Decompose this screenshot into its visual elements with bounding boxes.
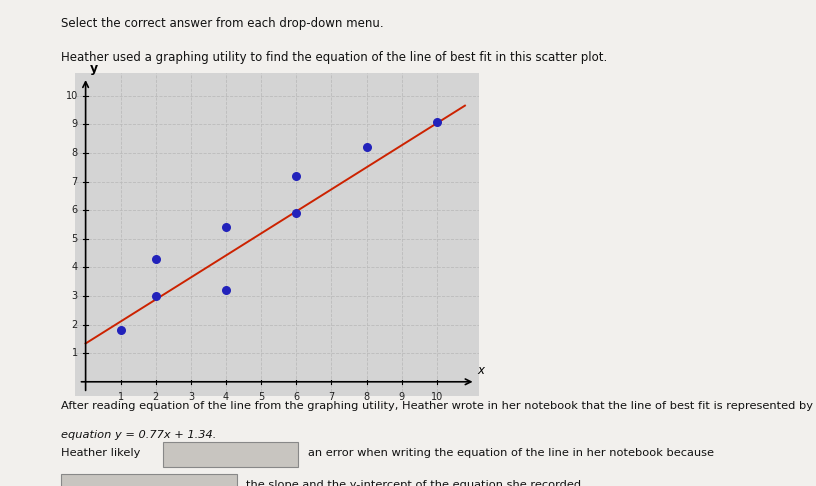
Point: [430, 118, 443, 125]
Text: 8: 8: [364, 392, 370, 402]
Text: y: y: [90, 62, 98, 75]
Text: 6: 6: [72, 205, 78, 215]
Point: [290, 209, 303, 217]
Text: 4: 4: [72, 262, 78, 272]
Text: Select the correct answer from each drop-down menu.: Select the correct answer from each drop…: [61, 17, 384, 30]
Point: [149, 255, 162, 263]
Text: 6: 6: [293, 392, 299, 402]
Text: 8: 8: [72, 148, 78, 158]
Text: an error when writing the equation of the line in her notebook because: an error when writing the equation of th…: [308, 448, 714, 458]
Point: [114, 327, 127, 334]
Point: [220, 286, 233, 294]
Point: [360, 143, 373, 151]
Text: 5: 5: [72, 234, 78, 244]
Text: 2: 2: [153, 392, 159, 402]
Text: equation y = 0.77x + 1.34.: equation y = 0.77x + 1.34.: [61, 430, 216, 440]
Text: 2: 2: [72, 320, 78, 330]
Text: 9: 9: [399, 392, 405, 402]
Text: Heather used a graphing utility to find the equation of the line of best fit in : Heather used a graphing utility to find …: [61, 51, 607, 64]
Text: x: x: [477, 364, 484, 378]
Text: 5: 5: [258, 392, 264, 402]
Text: 3: 3: [188, 392, 194, 402]
Text: 1: 1: [72, 348, 78, 358]
Text: 4: 4: [223, 392, 229, 402]
Text: 1: 1: [118, 392, 124, 402]
Text: the slope and the y-intercept of the equation she recorded.: the slope and the y-intercept of the equ…: [246, 480, 585, 486]
Point: [149, 292, 162, 300]
Text: 7: 7: [72, 176, 78, 187]
Point: [220, 224, 233, 231]
Text: ∨: ∨: [225, 480, 232, 486]
Text: 7: 7: [328, 392, 335, 402]
Text: After reading equation of the line from the graphing utility, Heather wrote in h: After reading equation of the line from …: [61, 401, 816, 411]
Text: Heather likely: Heather likely: [61, 448, 140, 458]
Text: 3: 3: [72, 291, 78, 301]
Text: 10: 10: [431, 392, 443, 402]
Text: 9: 9: [72, 120, 78, 129]
Point: [290, 172, 303, 180]
Text: ∨: ∨: [286, 449, 293, 457]
Text: 10: 10: [65, 91, 78, 101]
